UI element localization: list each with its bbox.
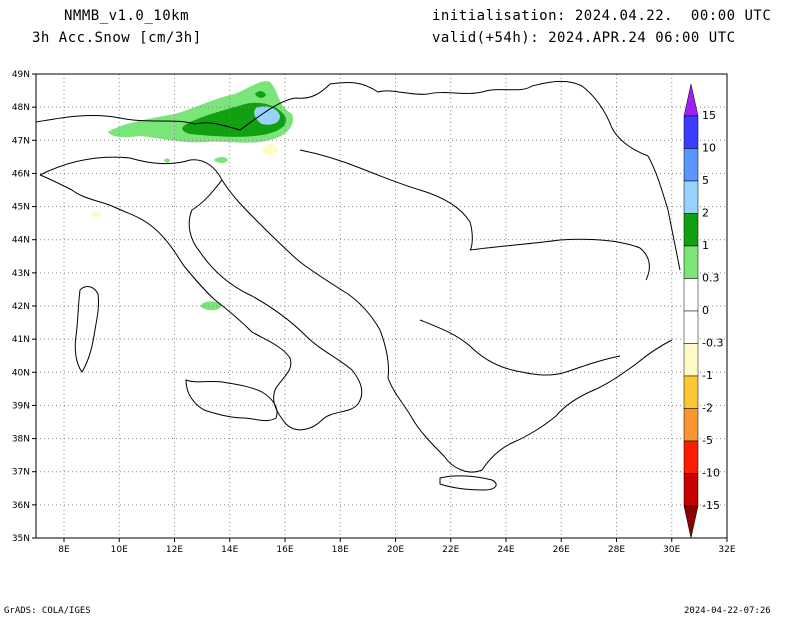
legend-label: 1 [702, 239, 709, 252]
latitude-labels: 49N 48N 47N 46N 45N 44N 43N 42N 41N 40N 39N 38N 37N 3… [12, 70, 36, 544]
lat-label: 36N [12, 501, 30, 511]
lat-label: 38N [12, 435, 30, 445]
corsica-sardinia [74, 286, 99, 373]
legend-label: 10 [702, 142, 716, 155]
lon-label: 28E [608, 545, 625, 555]
legend-bottom-triangle [683, 505, 699, 539]
sicily [185, 379, 278, 422]
longitude-labels: 8E 10E 12E 14E 16E 18E 20E 22E 24E 26E 28E 30E 32E [58, 538, 736, 555]
legend-swatch [683, 148, 699, 182]
legend-swatch [683, 278, 699, 312]
legend-swatch [683, 408, 699, 442]
lat-label: 35N [12, 534, 30, 544]
snow-area-dot [164, 158, 170, 163]
legend-swatch [683, 375, 699, 409]
legend-swatch [683, 115, 699, 149]
lat-label: 44N [12, 236, 30, 246]
legend-swatch [683, 310, 699, 344]
pannonian-borders [299, 149, 473, 251]
coastlines [35, 80, 681, 491]
lon-label: 16E [276, 545, 293, 555]
legend-label: 5 [702, 174, 709, 187]
crete [439, 475, 497, 491]
lon-label: 8E [58, 545, 70, 555]
lat-label: 39N [12, 401, 30, 411]
legend-swatch [683, 343, 699, 377]
lat-label: 41N [12, 335, 30, 345]
valid-time: valid(+54h): 2024.APR.24 06:00 UTC [432, 30, 736, 46]
snow-area-apennines [200, 301, 222, 311]
footer-timestamp: 2024-04-22-07:26 [684, 606, 771, 616]
legend-label: 0.3 [702, 272, 720, 285]
legend-label: 0 [702, 304, 709, 317]
snow-field [90, 81, 294, 311]
black-sea-coast [647, 155, 681, 271]
lat-label: 45N [12, 203, 30, 213]
lon-label: 12E [166, 545, 183, 555]
model-name: NMMB_v1.0_10km [64, 8, 190, 24]
lon-label: 18E [332, 545, 349, 555]
legend-label: -5 [702, 434, 713, 447]
lat-label: 47N [12, 136, 30, 146]
lon-label: 14E [221, 545, 238, 555]
lat-label: 48N [12, 103, 30, 113]
grid-lines [36, 74, 727, 538]
legend-label: 2 [702, 207, 709, 220]
lon-label: 20E [387, 545, 404, 555]
variable-name: 3h Acc.Snow [cm/3h] [32, 30, 202, 46]
lon-label: 32E [718, 545, 735, 555]
lat-label: 42N [12, 302, 30, 312]
legend-label: 15 [702, 109, 716, 122]
lon-label: 24E [497, 545, 514, 555]
legend-label: -1 [702, 369, 713, 382]
color-legend: 15 10 5 2 1 0.3 0 -0.3 -1 -2 -5 -10 -15 [683, 83, 723, 539]
melt-area-1 [262, 144, 278, 156]
map-frame [35, 73, 728, 539]
legend-label: -15 [702, 499, 720, 512]
aegean-north-coast [419, 319, 621, 376]
balkan-coast [221, 179, 673, 473]
legend-label: -2 [702, 402, 713, 415]
lon-label: 22E [442, 545, 459, 555]
legend-swatch [683, 180, 699, 214]
legend-top-triangle [683, 83, 699, 117]
legend-swatch [683, 245, 699, 279]
lat-label: 40N [12, 368, 30, 378]
lat-label: 46N [12, 169, 30, 179]
lon-label: 26E [553, 545, 570, 555]
snow-area-heavy [254, 106, 280, 125]
italy-coast [39, 156, 363, 431]
lat-label: 49N [12, 70, 30, 80]
legend-label: -0.3 [702, 337, 723, 350]
bulgaria-border [469, 238, 650, 281]
lat-label: 37N [12, 468, 30, 478]
legend-label: -10 [702, 467, 720, 480]
legend-swatch [683, 473, 699, 507]
northern-borders [35, 80, 649, 157]
lat-label: 43N [12, 269, 30, 279]
init-time: initialisation: 2024.04.22. 00:00 UTC [432, 8, 772, 24]
melt-area-2 [90, 211, 102, 217]
snow-area-peak [255, 91, 266, 98]
snow-area-small [214, 157, 228, 163]
lon-label: 30E [663, 545, 680, 555]
legend-swatch [683, 213, 699, 247]
legend-swatch [683, 440, 699, 474]
footer-credit: GrADS: COLA/IGES [4, 606, 91, 616]
lon-label: 10E [111, 545, 128, 555]
